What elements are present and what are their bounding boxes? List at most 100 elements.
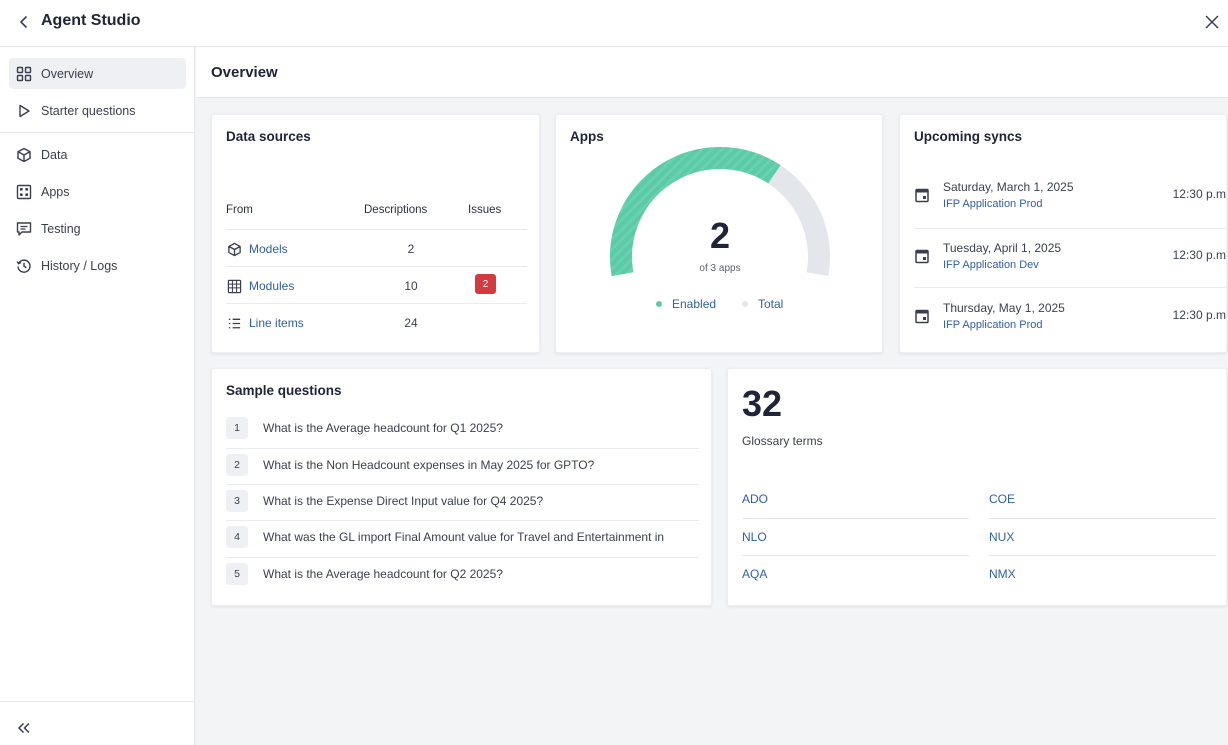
legend-enabled[interactable]: Enabled [656, 297, 716, 311]
glossary-term-label: NLO [742, 530, 767, 544]
table-row: Models 2 [226, 229, 527, 266]
sidebar-item-testing[interactable]: Testing [9, 213, 186, 244]
sample-questions-card: Sample questions 1 What is the Average h… [211, 368, 712, 606]
question-item[interactable]: 1 What is the Average headcount for Q1 2… [226, 412, 699, 448]
glossary-term-label: NMX [989, 567, 1016, 581]
card-title: Sample questions [226, 383, 342, 398]
apps-gauge [610, 147, 830, 277]
gauge-enabled-arc [610, 147, 781, 277]
legend-label: Total [758, 297, 784, 311]
top-bar: Agent Studio [0, 0, 1228, 47]
question-number: 1 [226, 417, 248, 439]
sync-date: Thursday, May 1, 2025 [943, 301, 1065, 315]
sync-time: 12:30 p.m [1172, 187, 1226, 201]
question-text[interactable]: What is the Average headcount for Q2 202… [263, 567, 503, 581]
close-button[interactable] [1200, 10, 1224, 34]
question-number: 2 [226, 454, 248, 476]
sidebar-item-label: Overview [41, 66, 94, 81]
glossary-term-label: AQA [742, 567, 768, 581]
glossary-term-label: ADO [742, 492, 769, 506]
sync-time: 12:30 p.m [1172, 248, 1226, 262]
question-text[interactable]: What is the Average headcount for Q1 202… [263, 421, 503, 435]
message-icon [15, 220, 33, 238]
question-text[interactable]: What is the Expense Direct Input value f… [263, 494, 544, 508]
sync-item: Saturday, March 1, 2025 IFP Application … [914, 175, 1226, 235]
apps-grid-icon [15, 183, 33, 201]
chevron-left-icon [19, 15, 28, 29]
descriptions-count: 10 [404, 279, 418, 293]
grid-icon [15, 65, 33, 83]
glossary-count: 32 [742, 383, 783, 424]
glossary-term[interactable]: NMX [989, 555, 1216, 592]
question-item[interactable]: 2 What is the Non Headcount expenses in … [226, 448, 699, 484]
sidebar-divider [0, 132, 195, 133]
sidebar-item-data[interactable]: Data [9, 139, 186, 170]
question-number: 4 [226, 526, 248, 548]
cube-icon [226, 241, 242, 257]
data-source-name: Models [249, 242, 288, 256]
legend-label: Enabled [672, 297, 717, 311]
apps-card: Apps 2 of 3 apps Enabled Total [555, 114, 883, 353]
double-chevron-left-icon [17, 722, 30, 734]
data-source-link[interactable]: Line items [226, 315, 304, 331]
glossary-label: Glossary terms [742, 434, 823, 448]
list-icon [226, 315, 242, 331]
issues-badge[interactable]: 2 [475, 274, 496, 294]
cube-icon [15, 146, 33, 164]
legend-dot-total [742, 301, 748, 307]
question-number: 3 [226, 490, 248, 512]
sync-time: 12:30 p.m [1172, 308, 1226, 322]
upcoming-syncs-card: Upcoming syncs Saturday, March 1, 2025 I… [899, 114, 1227, 353]
sidebar-item-apps[interactable]: Apps [9, 176, 186, 207]
question-text[interactable]: What is the Non Headcount expenses in Ma… [263, 458, 595, 472]
page-title: Overview [211, 64, 278, 81]
question-item[interactable]: 3 What is the Expense Direct Input value… [226, 484, 699, 520]
sidebar-item-label: Data [41, 147, 68, 162]
table-row: Line items 24 [226, 303, 527, 340]
glossary-term[interactable]: ADO [742, 481, 969, 518]
card-title: Apps [570, 129, 604, 144]
sidebar-item-starter-questions[interactable]: Starter questions [9, 95, 186, 126]
sync-app-link[interactable]: IFP Application Dev [943, 259, 1039, 271]
sync-app-link[interactable]: IFP Application Prod [943, 198, 1043, 210]
question-item[interactable]: 5 What is the Average headcount for Q2 2… [226, 557, 699, 593]
data-sources-card: Data sources From Descriptions Issues Mo… [211, 114, 540, 353]
sync-date: Saturday, March 1, 2025 [943, 180, 1074, 194]
question-item[interactable]: 4 What was the GL import Final Amount va… [226, 520, 699, 556]
question-text[interactable]: What was the GL import Final Amount valu… [263, 530, 665, 544]
history-icon [15, 257, 33, 275]
glossary-term-label: NUX [989, 530, 1015, 544]
apps-total-caption: of 3 apps [699, 263, 741, 274]
column-header-issues: Issues [468, 204, 502, 216]
data-source-name: Modules [249, 279, 295, 293]
glossary-term[interactable]: NLO [742, 518, 969, 555]
table-row: Modules 10 2 [226, 266, 527, 303]
glossary-card: 32 Glossary terms ADO COE NLO NUX AQA NM… [727, 368, 1227, 606]
play-icon [15, 102, 33, 120]
calendar-icon [915, 309, 929, 324]
question-number: 5 [226, 563, 248, 585]
back-button[interactable] [14, 11, 34, 33]
legend-dot-enabled [656, 301, 662, 307]
legend-total[interactable]: Total [742, 297, 783, 311]
column-header-descriptions: Descriptions [364, 204, 428, 216]
apps-enabled-count: 2 [709, 215, 731, 256]
sidebar-item-overview[interactable]: Overview [9, 58, 186, 89]
card-title: Upcoming syncs [914, 129, 1023, 144]
data-source-link[interactable]: Models [226, 241, 288, 257]
glossary-term[interactable]: AQA [742, 555, 969, 592]
collapse-sidebar-button[interactable] [14, 718, 34, 738]
main-header: Overview [196, 47, 1228, 98]
sidebar-item-history-logs[interactable]: History / Logs [9, 250, 186, 281]
data-source-name: Line items [249, 316, 304, 330]
glossary-term[interactable]: COE [989, 481, 1216, 518]
glossary-term[interactable]: NUX [989, 518, 1216, 555]
sidebar-item-label: Testing [41, 221, 81, 236]
calendar-icon [915, 249, 929, 264]
data-source-link[interactable]: Modules [226, 278, 294, 294]
sidebar-item-label: History / Logs [41, 258, 118, 273]
column-header-from: From [226, 204, 253, 216]
calendar-icon [915, 188, 929, 203]
descriptions-count: 2 [407, 242, 415, 256]
sync-app-link[interactable]: IFP Application Prod [943, 319, 1043, 331]
